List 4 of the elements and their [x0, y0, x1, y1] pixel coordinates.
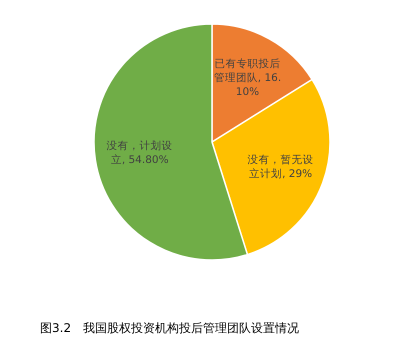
slice-label: 没有，暂无设立计划, 29%: [246, 153, 315, 182]
text: 图3.2 我国股权投资机构投后管理团队设置情况: [40, 321, 300, 335]
slice-label: 已有专职投后管理团队, 16.10%: [213, 57, 282, 100]
slice-label: 没有，计划设立, 54.80%: [106, 139, 174, 168]
